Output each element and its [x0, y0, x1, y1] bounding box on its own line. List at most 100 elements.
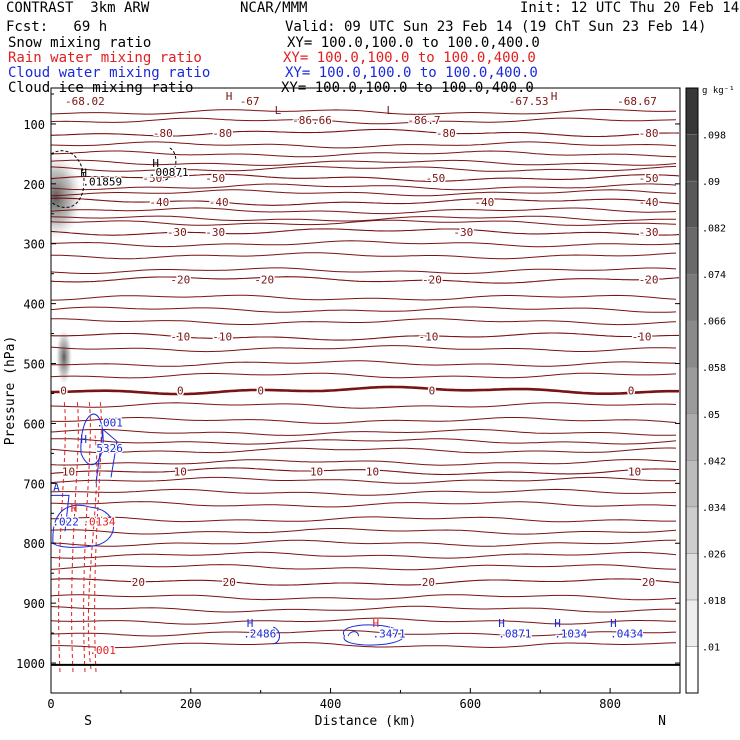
colorbar-swatch — [685, 134, 699, 182]
extremum-label: .001 — [96, 416, 123, 429]
contour-label: 0 — [257, 385, 264, 398]
center-marker: H — [551, 90, 558, 103]
extremum-label: -67.53 — [509, 95, 549, 108]
rain-water-contour — [71, 399, 79, 673]
cloud-ice-shading — [51, 155, 82, 239]
contour-label: -20 — [254, 274, 274, 287]
x-axis-label: Distance (km) — [315, 714, 417, 729]
y-tick-label: 400 — [23, 298, 45, 312]
isotherm-line — [51, 578, 680, 586]
extremum-label: .0134 — [82, 515, 115, 528]
extremum-label: 5326 — [96, 442, 123, 455]
isotherm-line — [51, 318, 677, 326]
legend-snow-label: Snow mixing ratio — [8, 35, 152, 51]
colorbar-level-label: .01 — [702, 642, 720, 653]
contour-label: -20 — [422, 274, 442, 287]
contour-label: -80 — [153, 127, 173, 140]
isotherm-line — [51, 605, 676, 613]
y-axis-label: Pressure (hPa) — [3, 336, 18, 446]
contour-label: -80 — [436, 127, 456, 140]
extremum-label: -86.7 — [407, 114, 440, 127]
colorbar-swatch — [685, 227, 699, 275]
extremum-label: -68.02 — [65, 95, 105, 108]
colorbar-frame — [685, 87, 699, 694]
isotherm-line — [51, 332, 679, 341]
y-tick-label: 800 — [23, 537, 45, 551]
isotherm-line — [51, 219, 677, 226]
y-tick-label: 700 — [23, 477, 45, 491]
contour-label: 10 — [366, 465, 379, 478]
cloud-ice-contour — [51, 150, 85, 208]
colorbar-level-label: .09 — [702, 177, 720, 188]
isotherm-line — [51, 594, 677, 601]
isotherm-line — [51, 447, 677, 454]
legend-rain-xy: XY= 100.0,100.0 to 100.0,400.0 — [283, 50, 536, 66]
contour-label: 10 — [310, 465, 323, 478]
contour-label: 10 — [174, 465, 187, 478]
colorbar-level-label: .098 — [702, 131, 726, 142]
isotherm-line — [51, 459, 677, 466]
isotherm-line — [51, 467, 680, 476]
y-tick-label: 300 — [23, 238, 45, 252]
x-tick-label: 800 — [599, 697, 621, 711]
colorbar-swatch — [685, 506, 699, 554]
isotherm-line — [51, 360, 676, 367]
isotherm-line — [51, 294, 677, 301]
center-marker: H — [498, 617, 505, 630]
isotherm-line — [51, 516, 676, 523]
isotherm-line — [51, 528, 677, 535]
center-marker: H — [80, 433, 87, 446]
contour-label: 20 — [422, 576, 435, 589]
extremum-label: -68.67 — [617, 95, 657, 108]
rain-water-contour — [94, 399, 102, 673]
isotherm-line — [51, 476, 677, 484]
center-marker: H — [152, 157, 159, 170]
isotherm-line — [51, 117, 677, 125]
extremum-label: -67 — [240, 95, 260, 108]
organization: NCAR/MMM — [240, 0, 308, 16]
colorbar-swatch — [685, 599, 699, 647]
isotherm-line — [51, 159, 677, 166]
isotherm-line — [51, 183, 677, 191]
snow-shading — [56, 329, 72, 385]
y-tick-label: 200 — [23, 178, 45, 192]
isotherm-line — [51, 306, 677, 313]
center-marker: L — [275, 104, 282, 117]
extremum-label: .00871 — [149, 166, 189, 179]
colorbar-swatch — [685, 273, 699, 321]
contour-label: -40 — [149, 196, 169, 209]
isotherm-line — [51, 372, 677, 379]
south-label: S — [84, 714, 92, 729]
cloud-water-contour — [80, 413, 104, 466]
contour-label: 10 — [628, 465, 641, 478]
isotherm-line — [51, 501, 677, 508]
colorbar-level-label: .026 — [702, 549, 726, 560]
contour-label: -40 — [639, 196, 659, 209]
extremum-label: -86.66 — [292, 114, 332, 127]
plot-frame — [50, 87, 681, 694]
cloud-water-contour — [347, 631, 360, 637]
isotherm-line — [51, 402, 677, 409]
colorbar-swatch — [685, 366, 699, 415]
rain-water-contour — [87, 435, 98, 670]
colorbar-swatch — [685, 460, 699, 508]
isotherm-line — [51, 345, 677, 353]
contour-label: -40 — [209, 196, 229, 209]
x-tick-label: 400 — [320, 697, 342, 711]
isotherm-line — [51, 252, 677, 260]
isotherm-line — [51, 173, 680, 182]
center-marker: H — [610, 617, 617, 630]
cloud-water-contour — [52, 504, 114, 548]
extremum-label: .2486 — [243, 627, 276, 640]
contour-label: -50 — [142, 172, 162, 185]
contour-label: -30 — [453, 226, 473, 239]
isotherm-line — [51, 267, 677, 275]
y-tick-label: 600 — [23, 417, 45, 431]
colorbar-level-label: .05 — [702, 410, 720, 421]
contour-label: -80 — [639, 127, 659, 140]
contour-label: -10 — [170, 331, 190, 344]
extremum-label: .1034 — [554, 627, 587, 640]
legend-rain-label: Rain water mixing ratio — [8, 50, 202, 66]
contour-label: -20 — [170, 274, 190, 287]
